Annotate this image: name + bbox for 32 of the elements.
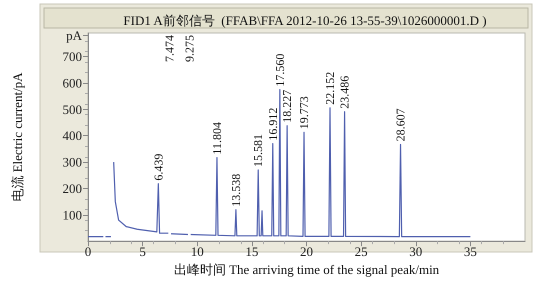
annotation: 7.474 [162,35,177,62]
y-tick-label: 100 [62,207,82,222]
y-tick-label: 300 [62,154,82,170]
x-tick-label: 20 [300,244,313,260]
annotation: 6.439 [151,154,166,181]
annotation: 17.560 [272,54,287,87]
annotation: 11.804 [210,122,224,155]
annotation: 22.152 [323,72,338,105]
x-tick-label: 35 [464,244,477,260]
annotation: 9.275 [182,35,196,62]
y-tick-label: 200 [62,180,82,196]
y-tick-label: 700 [62,49,82,64]
y-axis-title: 电流 Electric current/pA [10,72,25,202]
y-tick-label: pA [66,28,83,44]
x-tick-label: 15 [245,244,258,260]
y-tick-label: 500 [62,102,82,117]
x-axis-title: 出峰时间 The arriving time of the signal peak/min [174,262,440,277]
annotation: 15.581 [251,134,266,167]
chart-title: FID1 A前邻信号 (FFAB\FFA 2012-10-26 13-55-39\1026000001.D ) [123,13,487,28]
x-tick-label: 10 [190,244,204,260]
y-tick-label: 400 [62,128,82,144]
annotation: 16.912 [266,108,280,141]
x-tick-label: 0 [84,244,92,260]
x-tick-label: 25 [354,244,368,260]
y-tick-label: 600 [62,76,82,91]
annotation: 13.538 [228,174,243,207]
annotation: 18.227 [280,90,294,123]
x-tick-label: 30 [409,244,422,260]
annotation: 23.486 [338,76,352,109]
annotation: 19.773 [297,96,312,130]
x-tick-label: 5 [139,244,146,260]
annotation: 28.607 [394,108,408,142]
